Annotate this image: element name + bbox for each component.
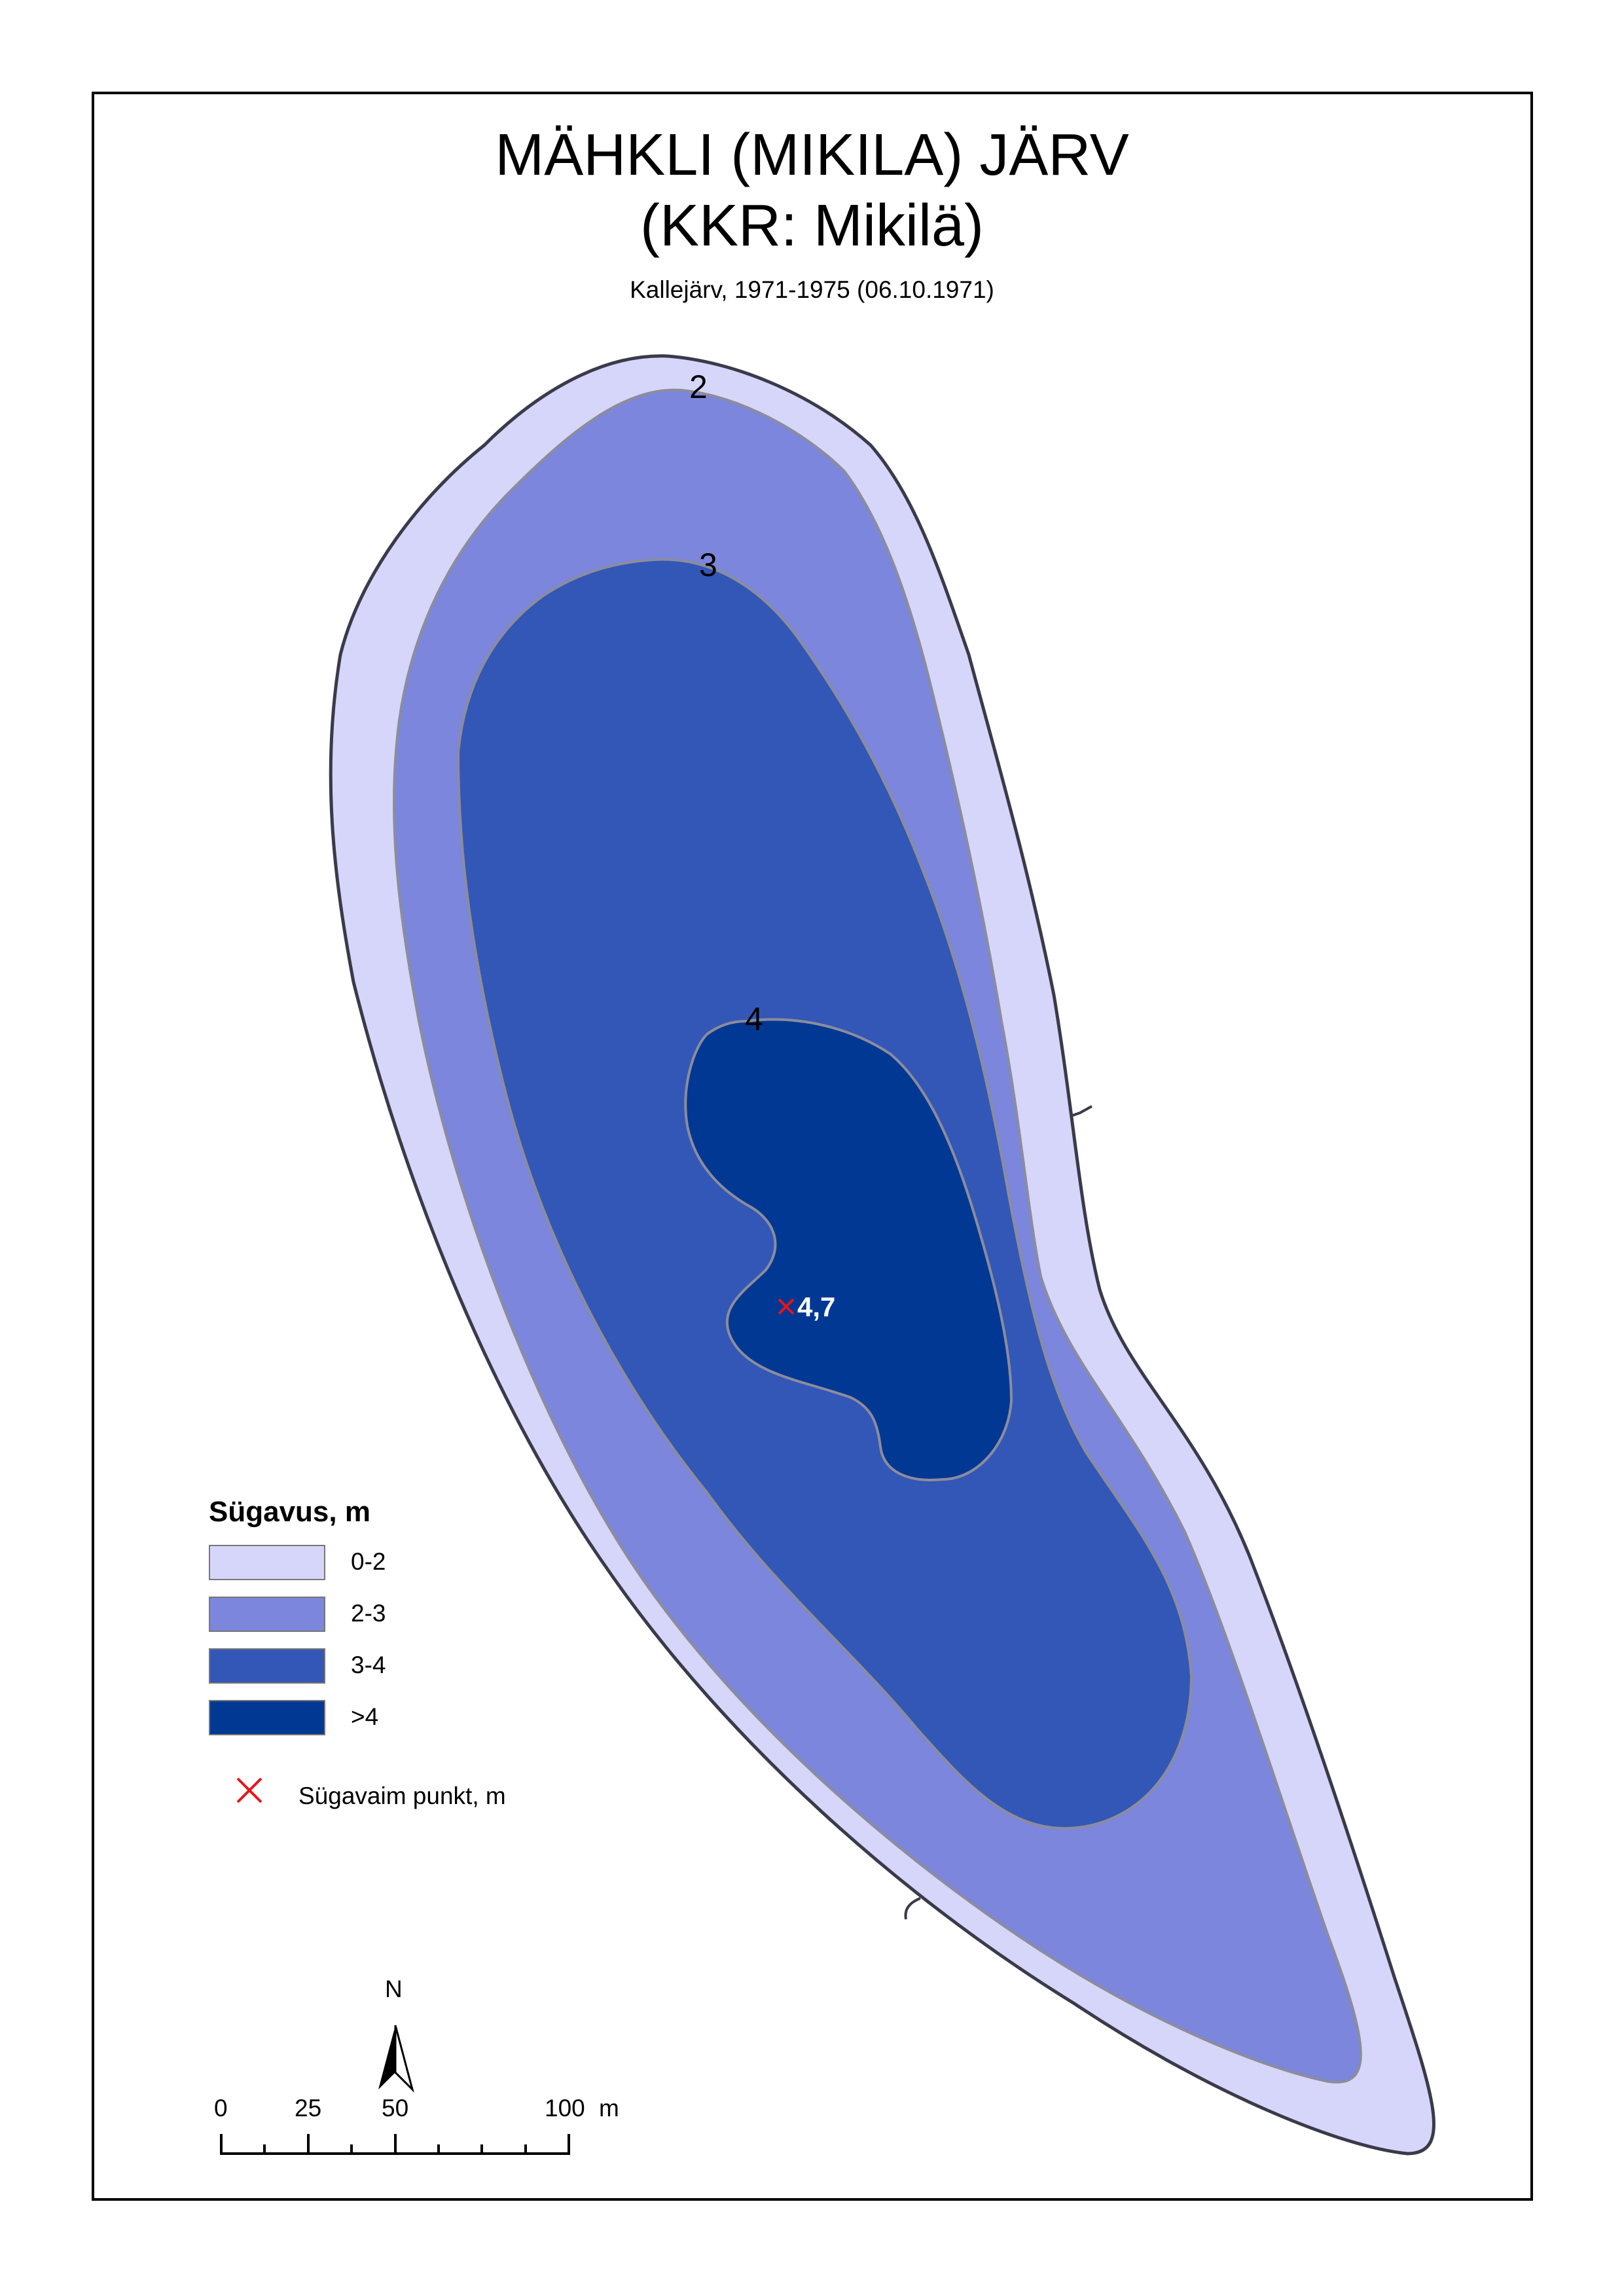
scale-tick-0: 0 [214, 2095, 228, 2122]
map-title-line2: (KKR: Mikilä) [640, 193, 984, 259]
map-title-line1: MÄHKLI (MIKILA) JÄRV [495, 122, 1129, 188]
depth-zone-over-4 [684, 1018, 1013, 1481]
legend-label-2-3: 2-3 [351, 1600, 386, 1627]
deepest-point-marker [778, 1298, 795, 1315]
contour-label-4: 4 [745, 1001, 763, 1038]
scale-unit: m [599, 2095, 619, 2122]
legend-swatch-over-4 [209, 1700, 325, 1735]
legend-swatch-0-2 [209, 1545, 325, 1580]
deepest-point-legend-label: Sügavaim punkt, m [298, 1782, 506, 1809]
north-arrow-icon [378, 2025, 414, 2093]
legend-swatch-3-4 [209, 1648, 325, 1684]
scale-tick-100: 100 [545, 2095, 585, 2122]
scale-bar [220, 2134, 570, 2155]
legend-swatch-2-3 [209, 1597, 325, 1632]
north-label: N [385, 1976, 403, 2002]
deepest-point-legend-icon [236, 1777, 262, 1803]
deepest-point-value: 4,7 [797, 1292, 835, 1322]
legend-label-3-4: 3-4 [351, 1652, 386, 1678]
map-subtitle: Kallejärv, 1971-1975 (06.10.1971) [630, 276, 994, 303]
legend-label-over-4: >4 [351, 1703, 379, 1730]
map-frame [92, 92, 1533, 2201]
contour-label-3: 3 [699, 547, 717, 583]
scale-tick-50: 50 [382, 2095, 409, 2122]
legend-label-0-2: 0-2 [351, 1548, 386, 1575]
stream-3 [904, 1897, 921, 1920]
legend-title: Sügavus, m [209, 1496, 370, 1528]
contour-label-2: 2 [689, 369, 708, 405]
scale-tick-25: 25 [295, 2095, 322, 2122]
